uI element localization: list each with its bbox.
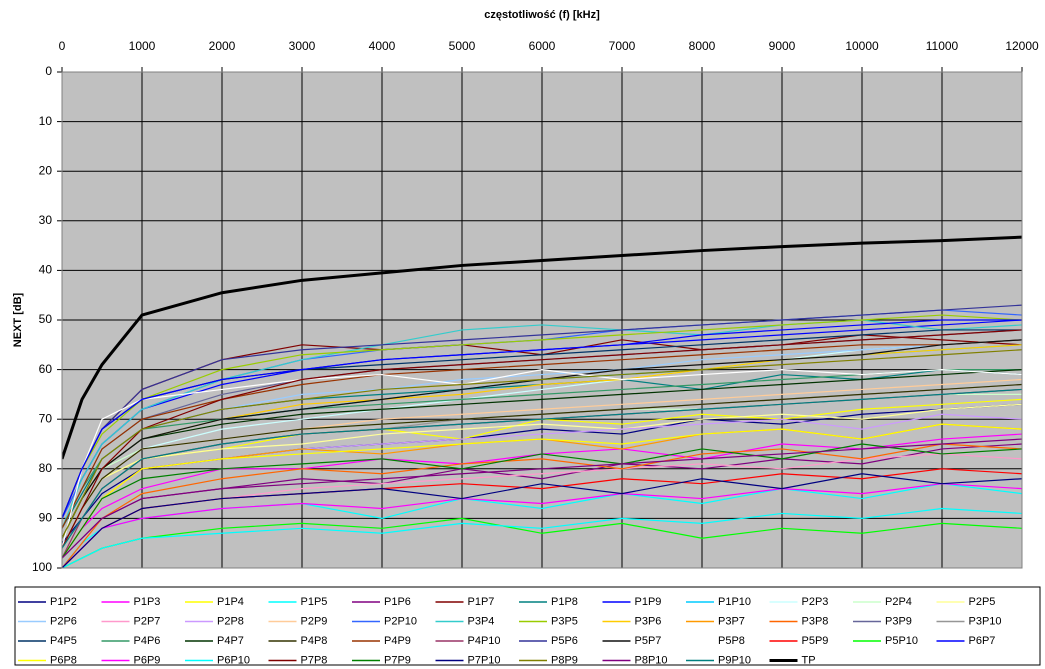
x-tick-label: 6000 <box>529 39 556 53</box>
y-tick-label: 70 <box>39 411 53 425</box>
legend-label: P4P7 <box>217 635 244 647</box>
legend-label: P5P9 <box>802 635 829 647</box>
legend-label: P1P9 <box>635 596 662 608</box>
y-tick-label: 20 <box>39 163 53 177</box>
legend-label: P1P4 <box>217 596 244 608</box>
legend-label: P4P6 <box>134 635 161 647</box>
legend-label: P3P5 <box>551 615 578 627</box>
legend-label: P4P10 <box>468 635 501 647</box>
legend-label: P3P4 <box>468 615 495 627</box>
x-tick-label: 11000 <box>926 39 959 53</box>
x-tick-label: 1000 <box>129 39 156 53</box>
series-line <box>62 329 1022 549</box>
series-line <box>62 349 1022 539</box>
legend-label: P6P10 <box>217 654 250 666</box>
series-line <box>62 473 1022 568</box>
legend-label: P7P8 <box>301 654 328 666</box>
x-tick-label: 5000 <box>449 39 476 53</box>
series-line <box>62 314 1022 519</box>
legend-label: P6P8 <box>50 654 77 666</box>
legend-label: TP <box>802 654 816 666</box>
y-tick-label: 10 <box>39 114 53 128</box>
series-line <box>62 319 1022 519</box>
legend-label: P2P4 <box>885 596 912 608</box>
series-line <box>62 304 1022 519</box>
legend-label: P3P7 <box>718 615 745 627</box>
legend-label: P9P10 <box>718 654 751 666</box>
x-tick-label: 0 <box>59 39 66 53</box>
y-tick-label: 0 <box>45 64 52 78</box>
y-axis-label: NEXT [dB] <box>12 292 24 347</box>
chart-title: częstotliwość (f) [kHz] <box>484 9 600 21</box>
legend-label: P6P7 <box>969 635 996 647</box>
legend-label: P2P10 <box>384 615 417 627</box>
series-line <box>62 235 1022 460</box>
legend-label: P1P6 <box>384 596 411 608</box>
legend-label: P3P6 <box>635 615 662 627</box>
legend-label: P3P10 <box>969 615 1002 627</box>
x-tick-label: 2000 <box>209 39 236 53</box>
legend-label: P7P9 <box>384 654 411 666</box>
plot-border <box>61 71 1023 569</box>
legend-label: P2P6 <box>50 615 77 627</box>
y-tick-label: 90 <box>39 511 53 525</box>
legend-label: P3P8 <box>802 615 829 627</box>
series-line <box>62 339 1022 539</box>
x-tick-label: 3000 <box>289 39 316 53</box>
legend-label: P2P3 <box>802 596 829 608</box>
legend-label: P8P10 <box>635 654 668 666</box>
series-line <box>62 388 1022 549</box>
y-tick-label: 60 <box>39 362 53 376</box>
legend-label: P2P7 <box>134 615 161 627</box>
y-tick-label: 40 <box>39 263 53 277</box>
series-line <box>62 339 1022 529</box>
legend-label: P5P6 <box>551 635 578 647</box>
y-tick-label: 100 <box>32 560 52 574</box>
legend-label: P5P8 <box>718 635 745 647</box>
legend-label: P4P5 <box>50 635 77 647</box>
legend-label: P5P10 <box>885 635 918 647</box>
series-line <box>62 403 1022 549</box>
y-tick-label: 80 <box>39 461 53 475</box>
series-line <box>62 443 1022 568</box>
series-line <box>62 507 1022 568</box>
legend-box <box>14 586 1041 666</box>
legend-label: P3P9 <box>885 615 912 627</box>
legend-label: P4P8 <box>301 635 328 647</box>
x-tick-label: 7000 <box>609 39 636 53</box>
x-tick-label: 12000 <box>1005 39 1039 53</box>
x-tick-label: 8000 <box>689 39 716 53</box>
legend-label: P1P7 <box>468 596 495 608</box>
y-tick-label: 50 <box>39 312 53 326</box>
legend-label: P8P9 <box>551 654 578 666</box>
legend-label: P1P3 <box>134 596 161 608</box>
legend-label: P1P10 <box>718 596 751 608</box>
x-tick-label: 9000 <box>769 39 796 53</box>
legend-label: P1P2 <box>50 596 77 608</box>
x-tick-label: 4000 <box>369 39 396 53</box>
legend-label: P2P9 <box>301 615 328 627</box>
x-tick-label: 10000 <box>845 39 879 53</box>
legend-label: P5P7 <box>635 635 662 647</box>
series-line <box>62 423 1022 559</box>
legend-label: P7P10 <box>468 654 501 666</box>
legend-label: P1P8 <box>551 596 578 608</box>
legend-label: P2P5 <box>969 596 996 608</box>
series-line <box>62 383 1022 549</box>
legend-label: P4P9 <box>384 635 411 647</box>
series-line <box>62 443 1022 559</box>
y-tick-label: 30 <box>39 213 53 227</box>
legend-label: P1P5 <box>301 596 328 608</box>
series-line <box>62 438 1022 559</box>
legend-label: P2P8 <box>217 615 244 627</box>
legend-label: P6P9 <box>134 654 161 666</box>
